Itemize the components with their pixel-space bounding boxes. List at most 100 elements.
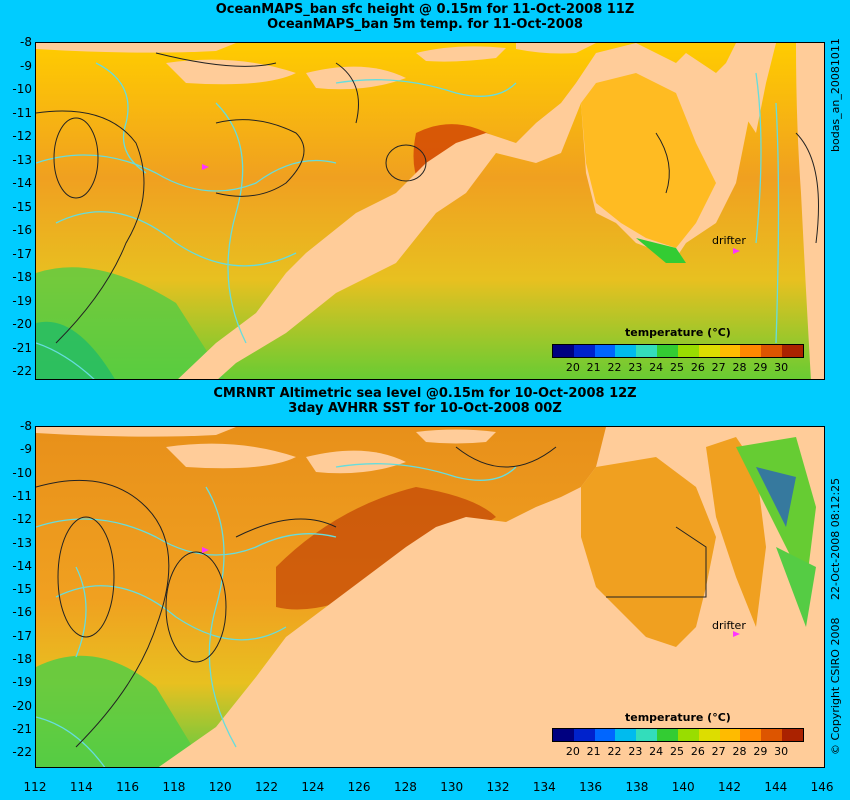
x-tick-label: 132: [486, 780, 510, 794]
colorbar-label: 27: [711, 361, 726, 374]
colorbar-label: 29: [753, 361, 768, 374]
bottom-colorbar-title: temperature (°C): [625, 711, 731, 724]
y-tick-label: -9: [20, 442, 32, 457]
y-tick-label: -14: [12, 558, 32, 573]
colorbar-swatch: [761, 345, 783, 357]
colorbar-swatch: [740, 345, 762, 357]
colorbar-label: 25: [670, 745, 684, 758]
colorbar-swatch: [761, 729, 783, 741]
bottom-colorbar: [552, 728, 804, 742]
y-tick-label: -16: [12, 605, 32, 620]
y-tick-label: -10: [12, 82, 32, 96]
y-tick-label: -9: [20, 58, 32, 73]
colorbar-swatch: [657, 729, 678, 741]
colorbar-swatch: [677, 729, 699, 741]
y-tick-label: -8: [20, 35, 32, 49]
y-tick-label: -11: [12, 105, 32, 120]
top-title-line1: OceanMAPS_ban sfc height @ 0.15m for 11-…: [215, 2, 635, 17]
colorbar-label: 30: [774, 361, 789, 374]
x-tick-label: 144: [764, 780, 788, 794]
colorbar-label: 27: [711, 745, 726, 758]
y-tick-label: -12: [12, 129, 32, 143]
x-tick-label: 118: [162, 780, 186, 794]
y-tick-label: -13: [12, 152, 32, 167]
colorbar-label: 26: [690, 745, 705, 758]
colorbar-label: 30: [774, 745, 789, 758]
top-title-line2: OceanMAPS_ban 5m temp. for 11-Oct-2008: [267, 17, 583, 32]
x-tick-label: 138: [625, 780, 649, 794]
bottom-title-line1: CMRNRT Altimetric sea level @0.15m for 1…: [213, 386, 637, 401]
y-tick-label: -22: [12, 745, 32, 760]
y-tick-label: -20: [12, 698, 32, 713]
y-tick-label: -18: [12, 652, 32, 666]
y-tick-label: -22: [12, 364, 32, 378]
y-tick-label: -17: [12, 246, 32, 261]
colorbar-label: 21: [586, 361, 601, 374]
x-tick-label: 120: [208, 780, 232, 794]
colorbar-label: 29: [753, 745, 768, 758]
colorbar-label: 20: [565, 361, 580, 374]
colorbar-label: 28: [732, 361, 747, 374]
colorbar-label: 23: [628, 361, 643, 374]
y-tick-label: -19: [12, 675, 32, 690]
colorbar-swatch: [719, 345, 741, 357]
colorbar-label: 21: [586, 745, 601, 758]
colorbar-swatch: [698, 345, 720, 357]
y-tick-label: -19: [12, 293, 32, 308]
top-drifter-marker-west: [202, 164, 209, 170]
colorbar-swatch: [677, 345, 699, 357]
x-tick-label: 142: [718, 780, 741, 794]
colorbar-label: 22: [607, 745, 622, 758]
x-tick-label: 122: [255, 780, 278, 794]
colorbar-swatch: [615, 345, 637, 357]
colorbar-swatch: [782, 729, 803, 741]
colorbar-swatch: [594, 729, 616, 741]
x-tick-label: 128: [393, 780, 417, 794]
copyright-label: © Copyright CSIRO 2008: [829, 617, 842, 755]
colorbar-label: 23: [628, 745, 643, 758]
colorbar-swatch: [719, 729, 741, 741]
bottom-map-panel: [35, 426, 825, 768]
colorbar-label: 28: [732, 745, 747, 758]
y-tick-label: -14: [12, 176, 32, 190]
y-tick-label: -20: [12, 317, 32, 331]
colorbar-swatch: [636, 729, 658, 741]
y-tick-label: -8: [20, 419, 32, 433]
colorbar-swatch: [657, 345, 678, 357]
y-tick-label: -15: [12, 199, 32, 214]
colorbar-label: 24: [649, 745, 664, 758]
y-tick-label: -21: [12, 340, 32, 355]
colorbar-swatch: [553, 729, 574, 741]
x-tick-label: 146: [810, 780, 834, 794]
y-tick-label: -17: [12, 628, 32, 643]
top-colorbar: [552, 344, 804, 358]
y-tick-label: -11: [12, 488, 32, 503]
x-tick-label: 140: [671, 780, 695, 794]
top-map-panel: [35, 42, 825, 380]
colorbar-swatch: [636, 345, 658, 357]
y-tick-label: -16: [12, 223, 32, 237]
colorbar-label: 25: [670, 361, 684, 374]
top-drifter-label: drifter: [712, 234, 746, 247]
colorbar-swatch: [573, 729, 595, 741]
colorbar-swatch: [553, 345, 574, 357]
bottom-drifter-label: drifter: [712, 619, 746, 632]
colorbar-swatch: [573, 345, 595, 357]
colorbar-swatch: [740, 729, 762, 741]
top-drifter-marker: [733, 248, 740, 254]
colorbar-swatch: [698, 729, 720, 741]
y-tick-label: -18: [12, 270, 32, 284]
colorbar-label: 20: [565, 745, 580, 758]
bottom-drifter-marker: [733, 631, 740, 637]
x-tick-label: 116: [116, 780, 140, 794]
colorbar-label: 24: [649, 361, 664, 374]
x-tick-label: 114: [69, 780, 93, 794]
y-tick-label: -12: [12, 512, 32, 527]
colorbar-swatch: [594, 345, 616, 357]
top-colorbar-title: temperature (°C): [625, 326, 731, 339]
bottom-side-label: 22-Oct-2008 08:12:25: [829, 477, 842, 600]
y-tick-label: -21: [12, 721, 32, 736]
x-tick-label: 130: [440, 780, 464, 794]
y-tick-label: -10: [12, 465, 32, 480]
x-tick-label: 126: [347, 780, 371, 794]
